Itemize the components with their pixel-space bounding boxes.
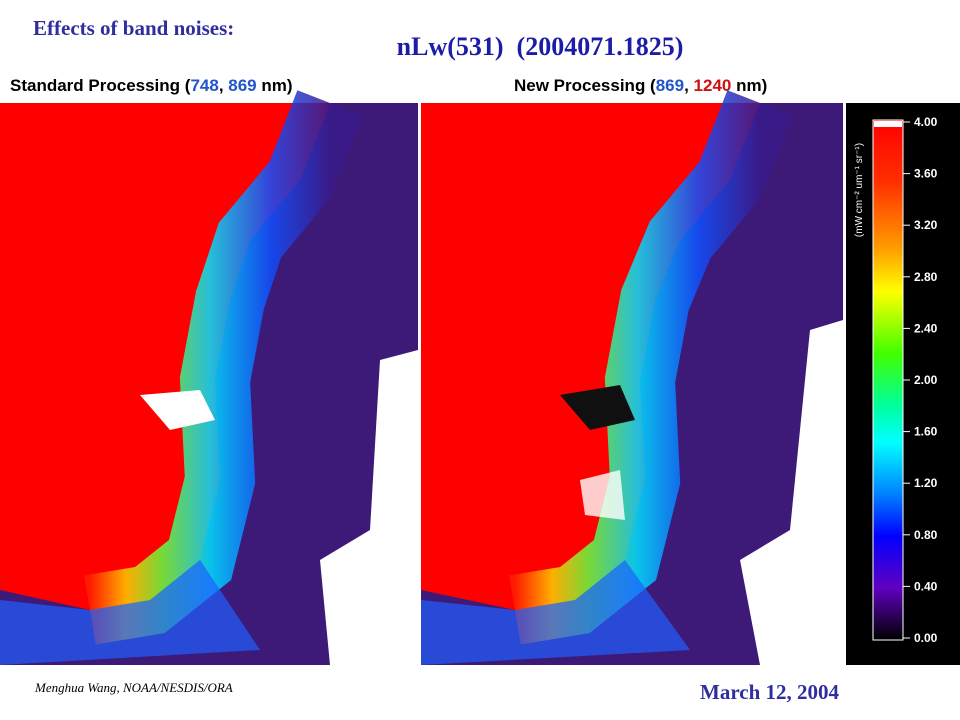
caption-text: , — [218, 76, 229, 95]
color-bar-tick-label: 2.40 — [914, 321, 938, 335]
title: nLw(531) (2004071.1825) — [396, 32, 684, 61]
caption-text: Standard Processing ( — [10, 76, 191, 95]
caption-band: 869 — [655, 76, 685, 95]
color-bar-tick-label: 4.00 — [914, 115, 938, 129]
color-bar-tick-label: 3.20 — [914, 218, 938, 232]
left-caption: Standard Processing (748, 869 nm) — [10, 76, 293, 96]
color-bar-unit: (mW cm⁻² um⁻¹ sr⁻¹) — [854, 143, 865, 237]
caption-text: New Processing ( — [514, 76, 656, 95]
caption-band: 1240 — [693, 76, 732, 95]
caption-band: 869 — [228, 76, 257, 95]
header: Effects of band noises: — [33, 16, 235, 40]
footer-author: Menghua Wang, NOAA/NESDIS/ORA — [35, 680, 233, 695]
color-bar-tick-label: 3.60 — [914, 167, 938, 181]
caption-band: 748 — [190, 76, 219, 95]
caption-text: nm) — [731, 76, 768, 95]
left-image — [0, 90, 418, 665]
color-bar-tick-label: 0.40 — [914, 579, 938, 593]
color-bar-tick-label: 2.80 — [914, 270, 938, 284]
footer-date: March 12, 2004 — [700, 680, 840, 704]
color-bar-panel: (mW cm⁻² um⁻¹ sr⁻¹) 4.00 3.60 3.20 2.80 2.40… — [846, 103, 960, 665]
caption-text: nm) — [256, 76, 293, 95]
color-bar-tick-label: 1.20 — [914, 476, 938, 490]
color-bar-tick-label: 2.00 — [914, 373, 938, 387]
right-image — [421, 90, 843, 665]
color-bar-ticks: 4.00 3.60 3.20 2.80 2.40 2.00 1.60 1.20 0.80 0.40… — [903, 115, 938, 645]
right-caption: New Processing (869, 1240 nm) — [514, 76, 767, 96]
color-bar-tick-label: 0.00 — [914, 631, 938, 645]
color-bar-tick-label: 0.80 — [914, 528, 938, 542]
color-bar-tick-label: 1.60 — [914, 425, 938, 439]
caption-text: , — [684, 76, 694, 95]
